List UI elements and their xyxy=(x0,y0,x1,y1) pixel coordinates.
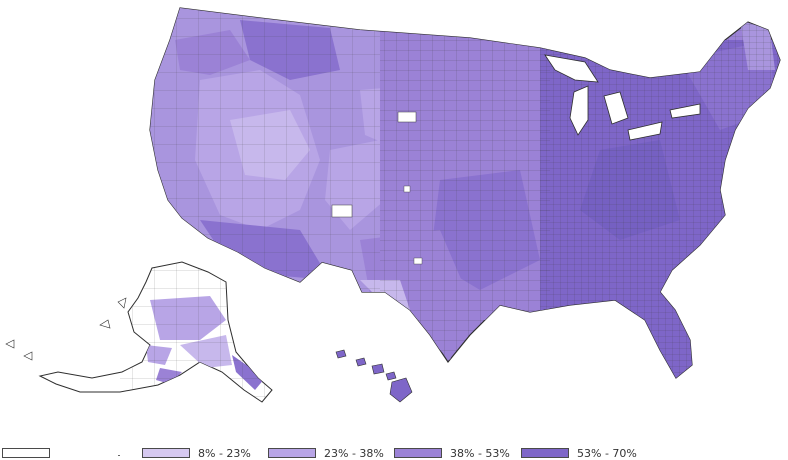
conus-shape xyxy=(149,7,781,379)
legend-label-3: 38% - 53% xyxy=(450,446,510,460)
us-county-choropleth-map xyxy=(5,7,781,403)
legend-separator-mark xyxy=(118,455,120,456)
legend-item-2: 23% - 38% xyxy=(268,446,384,460)
legend-label-1: 8% - 23% xyxy=(198,446,251,460)
legend-swatch-3 xyxy=(394,448,442,458)
legend-item-3: 38% - 53% xyxy=(394,446,510,460)
map-legend: 8% - 23% 23% - 38% 38% - 53% 53% - 70% xyxy=(0,446,788,460)
legend-label-2: 23% - 38% xyxy=(324,446,384,460)
legend-swatch-1 xyxy=(142,448,190,458)
legend-label-4: 53% - 70% xyxy=(577,446,637,460)
legend-swatch-4 xyxy=(521,448,569,458)
legend-swatch-2 xyxy=(268,448,316,458)
legend-item-no-data xyxy=(2,446,58,460)
legend-swatch-no-data xyxy=(2,448,50,458)
legend-item-4: 53% - 70% xyxy=(521,446,637,460)
hawaii-shape xyxy=(335,349,413,403)
legend-item-1: 8% - 23% xyxy=(142,446,251,460)
alaska-shape xyxy=(5,261,273,403)
